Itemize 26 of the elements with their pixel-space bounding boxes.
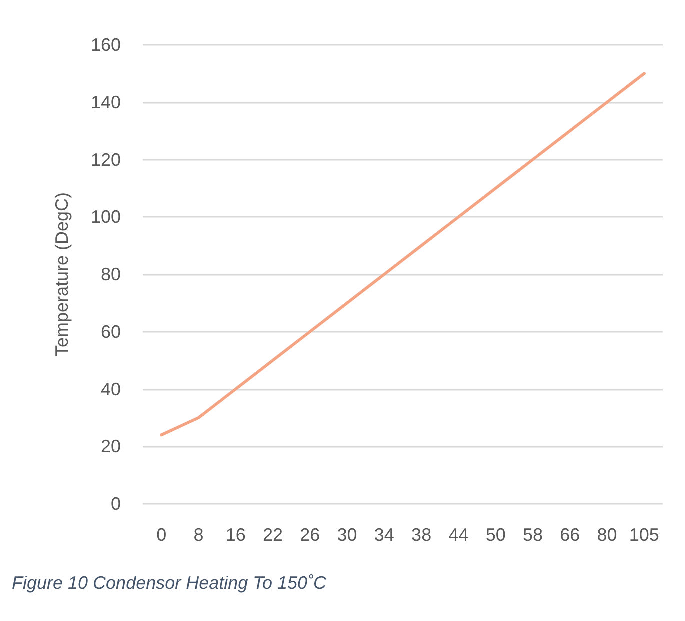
x-tick-label: 30: [337, 525, 358, 545]
y-tick-label: 20: [100, 436, 121, 457]
x-tick-label: 50: [486, 525, 506, 545]
x-tick-label: 58: [522, 525, 544, 545]
x-tick-label: 22: [262, 525, 284, 545]
y-tick-label: 40: [100, 379, 121, 400]
y-tick-label: 120: [90, 150, 121, 170]
x-tick-label: 66: [560, 525, 580, 545]
y-tick-label: 100: [90, 207, 121, 228]
y-axis-title: Temperature (DegC): [52, 192, 72, 357]
x-tick-label: 34: [374, 525, 394, 545]
x-tick-label: 26: [300, 525, 320, 545]
y-tick-label: 60: [100, 322, 121, 342]
x-tick-label: 8: [194, 525, 204, 545]
x-tick-label: 44: [448, 525, 469, 545]
caption: Figure 10 Condensor Heating To 150˚C: [12, 573, 328, 593]
x-tick-label: 38: [412, 525, 432, 545]
y-tick-label: 160: [90, 35, 121, 55]
y-tick-label: 140: [90, 92, 121, 112]
x-tick-label: 80: [597, 525, 618, 545]
y-tick-label: 80: [100, 264, 121, 284]
line-series: [160, 72, 646, 437]
y-tick-label: 0: [110, 494, 121, 514]
x-tick-label: 105: [629, 525, 660, 545]
x-tick-label: 0: [156, 525, 167, 545]
x-tick-label: 16: [226, 525, 246, 545]
